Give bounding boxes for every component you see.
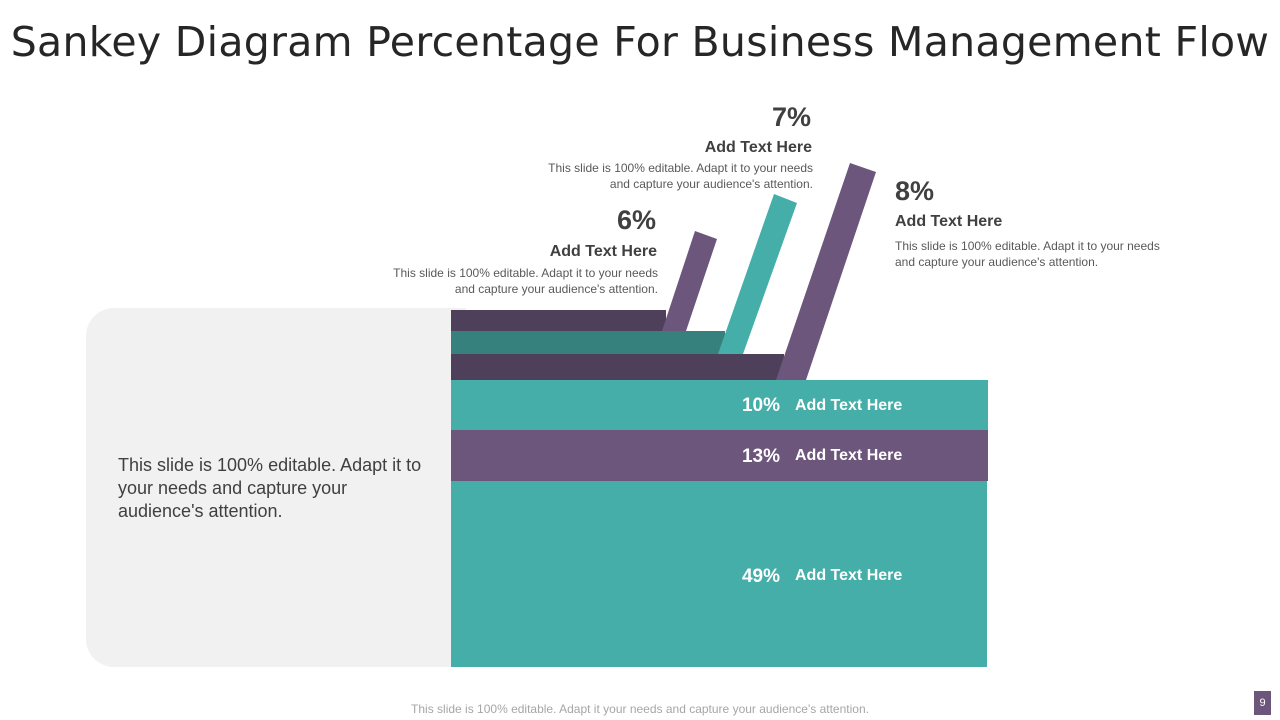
band-10 xyxy=(451,380,988,430)
branch-8-description: This slide is 100% editable. Adapt it to… xyxy=(895,239,1160,269)
band-49-label: Add Text Here xyxy=(795,567,903,584)
summary-panel xyxy=(86,308,466,667)
branch-8-percent: 8% xyxy=(895,176,935,206)
footer-note: This slide is 100% editable. Adapt it yo… xyxy=(411,702,869,716)
branch-6-percent: 6% xyxy=(616,205,656,235)
page-number: 9 xyxy=(1254,691,1271,715)
flow-6-stub xyxy=(451,310,666,331)
band-49 xyxy=(451,481,987,667)
summary-text: This slide is 100% editable. Adapt it to… xyxy=(118,455,422,521)
band-13-label: Add Text Here xyxy=(795,447,903,464)
branch-7-heading: Add Text Here xyxy=(704,139,812,156)
band-10-label: Add Text Here xyxy=(795,397,903,414)
band-13-percent: 13% xyxy=(741,446,780,467)
flow-7-stub xyxy=(451,331,725,354)
branch-8-heading: Add Text Here xyxy=(895,213,1003,230)
branch-7-percent: 7% xyxy=(771,102,811,132)
branch-7-description: This slide is 100% editable. Adapt it to… xyxy=(548,161,813,191)
branch-6-description: This slide is 100% editable. Adapt it to… xyxy=(393,266,658,296)
band-10-percent: 10% xyxy=(741,395,780,416)
flow-7-branch xyxy=(718,194,797,354)
band-13 xyxy=(451,430,988,481)
slide-title: Sankey Diagram Percentage For Business M… xyxy=(10,18,1270,66)
flow-6-branch xyxy=(662,231,717,331)
flow-8-branch xyxy=(776,163,876,380)
band-49-percent: 49% xyxy=(741,566,780,587)
branch-6-heading: Add Text Here xyxy=(549,243,657,260)
flow-8-stub xyxy=(451,354,784,380)
